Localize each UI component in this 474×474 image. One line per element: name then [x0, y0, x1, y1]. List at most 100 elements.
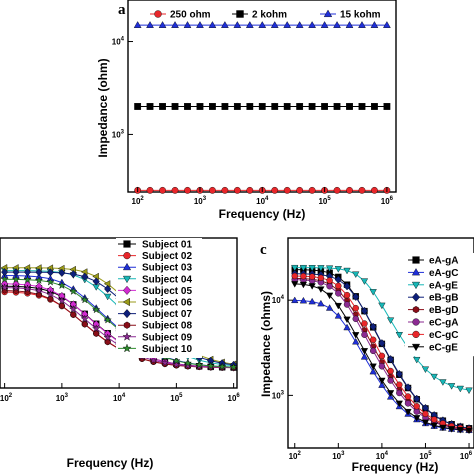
panel-b-data-point — [172, 356, 181, 365]
panel-a-x-label: Frequency (Hz) — [219, 207, 306, 221]
panel-b-data-point — [47, 295, 54, 303]
panel-c-data-point — [439, 424, 447, 432]
panel-a-x-tick-label: 105 — [318, 196, 331, 206]
panel-b-legend-label: Subject 06 — [142, 298, 192, 309]
panel-b-data-point — [80, 314, 89, 323]
panel-a-data-point — [320, 21, 329, 28]
panel-c-data-point — [308, 297, 316, 305]
panel-a-data-point — [321, 103, 328, 110]
panel-c-data-point — [396, 389, 403, 397]
panel-b-x-tick-label: 103 — [56, 393, 69, 403]
panel-b-legend-marker — [123, 252, 131, 260]
panel-b-legend-label: Subject 08 — [142, 321, 192, 332]
panel-b-data-point — [149, 356, 158, 364]
panel-a-legend-label: 250 ohm — [170, 10, 211, 21]
panel-a-data-point — [184, 186, 191, 194]
panel-c-data-point — [387, 355, 395, 364]
panel-a-data-point — [133, 21, 142, 28]
panel-c-x-tick-label: 104 — [376, 451, 389, 461]
panel-b-legend-label: Subject 09 — [142, 332, 192, 343]
panel-a-data-point — [283, 186, 291, 194]
panel-b-data-point — [160, 358, 170, 367]
panel-b-data-point — [104, 293, 112, 301]
panel-a-data-point — [333, 103, 341, 110]
panel-a-data-point — [134, 103, 142, 110]
panel-c-x-tick-label: 106 — [460, 451, 473, 461]
panel-c-legend-marker — [411, 268, 421, 276]
panel-c-data-point — [369, 347, 377, 355]
panel-b-data-point — [206, 361, 215, 370]
panel-c-data-point — [299, 281, 308, 289]
panel-c-legend-label: eB-gB — [429, 293, 458, 304]
panel-c-legend-label: eA-gA — [429, 256, 458, 267]
panel-a-data-point — [221, 21, 229, 28]
panel-b-data-point — [23, 284, 32, 293]
panel-c-data-point — [386, 317, 395, 324]
panel-b-data-point — [46, 277, 55, 286]
panel-c-data-point — [326, 283, 333, 290]
panel-a-data-point — [296, 186, 304, 194]
panel-c-x-tick-label: 102 — [289, 451, 302, 461]
panel-a-series-1 — [134, 186, 391, 194]
panel-c-data-point — [396, 381, 403, 388]
panel-c-data-point — [325, 292, 334, 300]
panel-c-data-point — [413, 394, 421, 403]
panel-a-data-point — [308, 21, 316, 28]
panel-a: a 250 ohm 2 kohm 15 kohm 102 103 104 105 106 1… — [96, 0, 397, 221]
panel-b-data-point — [172, 360, 181, 369]
panel-a-data-point — [209, 103, 216, 110]
panel-c-data-point — [299, 265, 308, 272]
panel-c-data-point — [300, 273, 307, 280]
panel-c-data-point — [422, 410, 429, 418]
panel-b-legend-marker — [122, 275, 132, 284]
panel-c-data-point — [395, 400, 403, 408]
panel-c-data-point — [386, 390, 395, 397]
panel-c-x-tick-label: 105 — [419, 451, 432, 461]
panel-c-legend-marker — [411, 281, 421, 290]
panel-c-data-point — [343, 282, 351, 291]
panel-c-data-point — [360, 278, 369, 285]
panel-c-legend-marker — [412, 330, 420, 339]
panel-a-data-point — [233, 21, 242, 28]
panel-a-data-point — [345, 21, 354, 28]
panel-c-data-point — [299, 296, 308, 304]
panel-a-data-point — [171, 186, 179, 194]
panel-c-data-point — [369, 363, 377, 371]
panel-b-legend-label: Subject 03 — [142, 263, 192, 274]
panel-a-data-point — [159, 186, 166, 194]
panel-c-data-point — [360, 306, 369, 315]
panel-a-data-point — [283, 103, 291, 110]
panel-a-data-point — [146, 186, 154, 194]
panel-a-data-point — [184, 103, 191, 110]
panel-c-data-point — [291, 296, 299, 304]
panel-b-data-point — [104, 338, 111, 346]
panel-a-plot-frame — [127, 0, 397, 193]
panel-c-data-point — [352, 332, 360, 339]
panel-c-data-point — [335, 282, 342, 290]
panel-a-data-point — [209, 186, 216, 194]
panel-b-data-point — [58, 268, 66, 277]
panel-a-x-tick-label: 103 — [194, 196, 207, 206]
panel-a-data-point — [270, 21, 279, 28]
panel-a-data-point — [208, 21, 217, 28]
panel-c-data-point — [326, 277, 333, 284]
panel-b-data-point — [81, 272, 89, 281]
panel-a-data-point — [221, 103, 229, 110]
panel-c-data-point — [352, 337, 360, 345]
panel-a-x-tick-label: 102 — [132, 196, 145, 206]
panel-c-legend-marker — [412, 256, 420, 264]
panel-a-data-point — [371, 186, 378, 194]
panel-c-series-3 — [291, 264, 473, 395]
panel-a-data-point — [246, 103, 254, 110]
panel-b-data-point — [183, 361, 192, 370]
panel-a-data-point — [271, 186, 279, 194]
panel-c-legend-marker — [412, 305, 420, 314]
panel-c-data-point — [291, 272, 298, 280]
panel-c-data-point — [352, 292, 360, 301]
panel-c-data-point — [404, 400, 412, 407]
